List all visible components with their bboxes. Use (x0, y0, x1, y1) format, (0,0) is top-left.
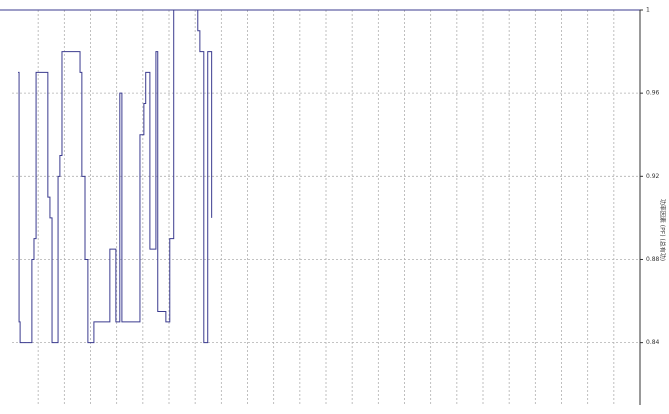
y-tick-label: 0.92 (646, 173, 660, 180)
y-tick-label: 0.96 (646, 90, 660, 97)
y-axis-title: 功率因素 (PF) (总有功) (659, 199, 667, 261)
series-line (18, 9, 213, 344)
y-tick-label: 1 (646, 7, 650, 14)
y-tick-label: 0.84 (646, 339, 660, 346)
y-tick-label: 0.88 (646, 256, 660, 263)
